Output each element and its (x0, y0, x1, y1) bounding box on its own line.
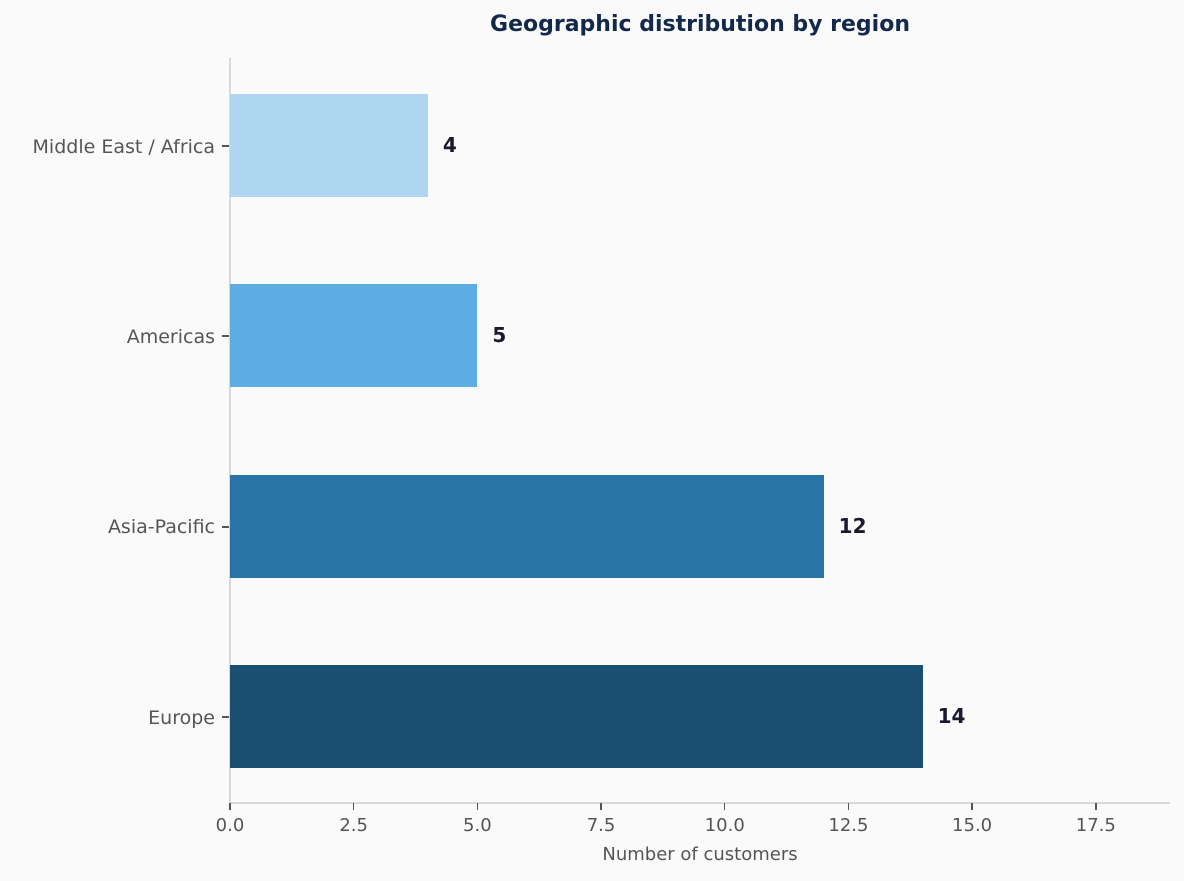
bar-value-label: 14 (937, 704, 966, 728)
x-tick-mark (600, 803, 602, 810)
x-tick-mark (1095, 803, 1097, 810)
x-tick-label: 12.5 (828, 815, 869, 836)
y-tick-label: Europe (148, 707, 215, 729)
x-tick-mark (229, 803, 231, 810)
bar-asia-pacific (230, 475, 824, 578)
y-tick-mark (222, 526, 229, 528)
x-tick-label: 10.0 (704, 815, 745, 836)
x-tick-label: 15.0 (952, 815, 993, 836)
bar-value-label: 12 (838, 514, 867, 538)
x-tick-label: 17.5 (1075, 815, 1116, 836)
y-tick-mark (222, 335, 229, 337)
x-tick-mark (971, 803, 973, 810)
y-tick-label: Middle East / Africa (32, 136, 215, 158)
y-tick-label: Asia-Pacific (107, 516, 215, 538)
x-axis-title: Number of customers (602, 844, 798, 865)
x-tick-mark (476, 803, 479, 810)
bar-value-label: 5 (492, 323, 507, 347)
bar-europe (230, 665, 923, 768)
x-tick-label: 2.5 (339, 815, 368, 836)
x-axis-spine (229, 802, 1170, 804)
bar-middle-east-africa (230, 94, 428, 197)
y-axis-spine (229, 58, 231, 803)
x-tick-label: 7.5 (586, 815, 616, 836)
y-tick-label: Americas (126, 326, 215, 348)
bar-value-label: 4 (442, 133, 457, 157)
x-tick-mark (723, 803, 726, 810)
x-tick-label: 0.0 (215, 815, 245, 836)
x-tick-mark (352, 803, 355, 810)
y-tick-mark (222, 145, 229, 147)
x-tick-mark (847, 803, 850, 810)
chart-title: Geographic distribution by region (490, 12, 910, 37)
bar-americas (230, 284, 478, 387)
y-tick-mark (222, 716, 229, 718)
x-tick-label: 5.0 (463, 815, 492, 836)
